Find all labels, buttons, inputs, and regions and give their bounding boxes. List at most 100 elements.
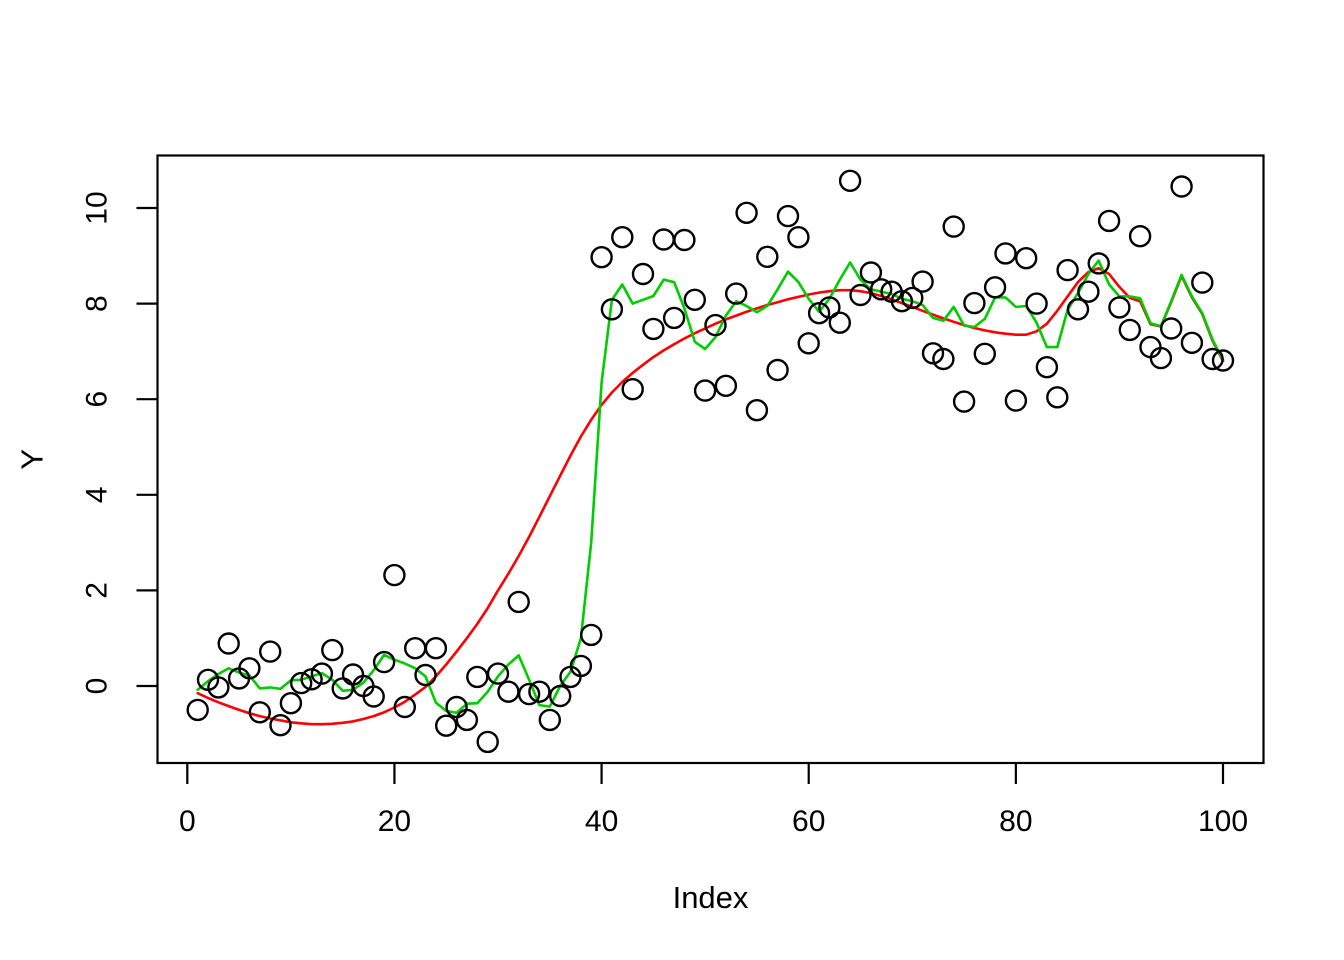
scatter-point — [1191, 271, 1214, 294]
running-mean-line-green — [196, 259, 1225, 715]
scatter-point — [901, 286, 924, 310]
scatter-point — [973, 342, 996, 365]
scatter-point — [290, 671, 313, 695]
scatter-point — [673, 228, 696, 252]
scatter-point — [528, 680, 551, 703]
x-tick-label: 0 — [179, 805, 196, 838]
scatter-point — [497, 680, 520, 703]
scatter-point — [186, 698, 209, 722]
scatter-point — [745, 399, 769, 422]
scatter-point — [963, 291, 986, 315]
scatter-point — [310, 662, 334, 685]
scatter-point — [321, 638, 344, 662]
scatter-point — [435, 714, 458, 737]
x-tick-label: 80 — [999, 805, 1032, 838]
scatter-point — [580, 623, 603, 647]
scatter-point — [507, 590, 530, 614]
scatter-point — [269, 714, 292, 737]
scatter-point — [870, 278, 893, 301]
x-tick-label: 100 — [1198, 805, 1248, 838]
scatter-point — [1128, 224, 1152, 248]
scatter-point — [662, 306, 686, 330]
scatter-point — [642, 317, 665, 341]
scatter-point — [1211, 349, 1235, 372]
scatter-point — [517, 682, 541, 706]
scatter-point — [693, 379, 717, 402]
y-tick-label: 10 — [81, 191, 114, 224]
scatter-point — [455, 708, 479, 732]
y-tick-label: 0 — [81, 678, 114, 695]
scatter-point — [942, 215, 965, 238]
scatter-point — [538, 708, 561, 732]
scatter-point — [787, 225, 810, 249]
scatter-point — [849, 283, 872, 307]
y-tick-label: 2 — [81, 582, 114, 599]
smooth-curve-red — [196, 266, 1225, 726]
scatter-point — [1097, 209, 1121, 233]
scatter-point — [838, 169, 862, 193]
scatter-point — [1170, 175, 1193, 198]
scatter-point — [797, 332, 820, 355]
scatter-point — [1180, 331, 1204, 354]
scatter-point — [486, 662, 510, 685]
scatter-point — [466, 665, 489, 689]
scatter-point — [569, 654, 593, 678]
scatter-point — [683, 288, 706, 311]
scatter-point — [994, 242, 1017, 265]
x-axis-label: Index — [673, 880, 749, 915]
scatter-point — [652, 228, 675, 251]
scatter-point — [1004, 389, 1028, 412]
scatter-point — [1108, 296, 1131, 319]
scatter-point — [714, 374, 738, 397]
scatter-point — [921, 342, 945, 365]
scatter-point — [611, 225, 634, 249]
scatter-point — [372, 650, 396, 674]
scatter-point — [1056, 258, 1079, 282]
scatter-point — [932, 347, 955, 371]
scatter-point — [279, 692, 303, 715]
scatter-point — [1025, 292, 1048, 315]
y-axis-label: Y — [15, 449, 50, 470]
x-tick-label: 60 — [792, 805, 825, 838]
scatter-point — [776, 204, 800, 228]
scatter-point — [383, 563, 406, 587]
scatter-point — [890, 290, 914, 313]
scatter-point — [1077, 280, 1100, 303]
scatter-point — [1149, 346, 1173, 370]
scatter-point — [828, 311, 851, 334]
scatter-point — [1066, 298, 1090, 321]
scatter-point — [859, 261, 883, 284]
scatter-point — [735, 201, 758, 225]
y-tick-label: 6 — [81, 391, 114, 408]
y-tick-label: 4 — [81, 486, 114, 503]
scatter-point — [424, 637, 448, 660]
scatter-point — [911, 270, 934, 293]
scatter-point — [217, 632, 240, 655]
scatter-point — [631, 262, 655, 286]
scatter-point — [362, 685, 385, 708]
scatter-point — [621, 378, 644, 401]
scatter-point — [818, 296, 841, 319]
scatter-point — [1014, 247, 1038, 270]
scatter-point — [766, 358, 789, 382]
scatter-point — [393, 695, 416, 719]
scatter-point — [331, 677, 354, 700]
x-tick-label: 40 — [585, 805, 618, 838]
scatter-point — [1046, 386, 1069, 409]
scatter-point — [983, 276, 1007, 299]
scatter-point — [725, 282, 748, 305]
plot-border — [156, 154, 1265, 765]
scatter-point — [952, 390, 976, 413]
scatter-point — [404, 637, 427, 660]
scatter-point — [248, 701, 271, 724]
scatter-point — [756, 245, 779, 268]
y-tick-label: 8 — [81, 295, 114, 312]
scatter-point — [590, 246, 613, 269]
scatter-point — [238, 657, 261, 680]
scatter-point — [1035, 356, 1059, 379]
scatter-point — [704, 313, 727, 337]
scatter-point — [1159, 317, 1183, 340]
scatter-point — [1201, 347, 1224, 371]
